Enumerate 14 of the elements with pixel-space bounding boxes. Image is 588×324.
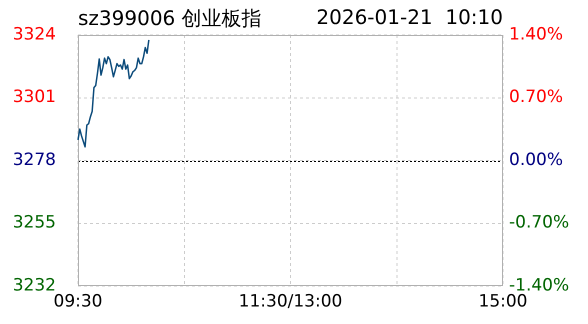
- y-tick-label: 3232: [12, 275, 56, 296]
- y2-tick-label: 0.00%: [509, 150, 564, 170]
- chart-subtitle: 2026-01-21 10:10: [316, 5, 503, 29]
- y2-tick-label: -0.70%: [509, 212, 570, 233]
- x-tick-label: 11:30/13:00: [238, 292, 342, 312]
- x-tick-label: 15:00: [478, 292, 528, 312]
- y2-tick-label: 1.40%: [509, 24, 564, 44]
- chart-title: sz399006 创业板指: [78, 5, 262, 32]
- y-tick-label: 3278: [12, 150, 56, 170]
- y-tick-label: 3255: [12, 212, 56, 233]
- x-tick-label: 09:30: [54, 292, 102, 312]
- y-tick-label: 3324: [12, 24, 56, 44]
- y-tick-label: 3301: [12, 87, 56, 108]
- y2-tick-label: 0.70%: [509, 87, 564, 108]
